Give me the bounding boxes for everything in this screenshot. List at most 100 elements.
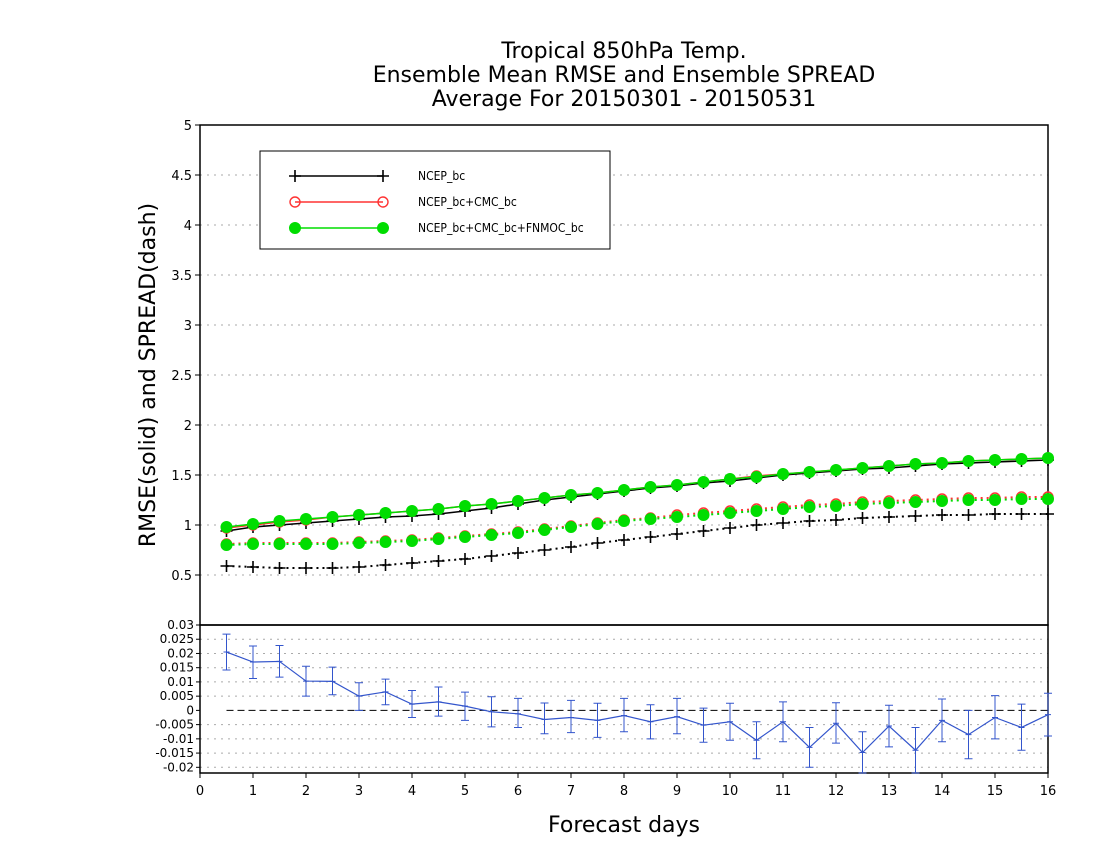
x-tick-label: 12 (828, 784, 845, 799)
x-tick-label: 11 (775, 784, 792, 799)
spread-point-ncep-bc-cmc-bc-fnmoc-bc (538, 524, 551, 536)
spread-point-ncep-bc-cmc-bc-fnmoc-bc (644, 513, 657, 525)
x-tick-label: 7 (567, 784, 575, 799)
rmse-point-ncep-bc-cmc-bc-fnmoc-bc (830, 464, 842, 476)
spread-point-ncep-bc-cmc-bc-fnmoc-bc (247, 538, 259, 550)
spread-point-ncep-bc-cmc-bc-fnmoc-bc (300, 538, 312, 550)
spread-point-ncep-bc-cmc-bc-fnmoc-bc (406, 535, 418, 547)
rmse-point-ncep-bc-cmc-bc-fnmoc-bc (247, 518, 259, 530)
diff-point (965, 731, 972, 738)
rmse-point-ncep-bc-cmc-bc-fnmoc-bc (432, 503, 445, 515)
spread-point-ncep-bc (830, 514, 842, 526)
rmse-point-ncep-bc-cmc-bc-fnmoc-bc (1015, 453, 1028, 465)
spread-point-ncep-bc (459, 553, 471, 565)
diff-point (992, 714, 998, 721)
rmse-point-ncep-bc-cmc-bc-fnmoc-bc (512, 495, 524, 507)
spread-point-ncep-bc-cmc-bc-fnmoc-bc (671, 511, 683, 523)
rmse-line-ncep-bc (226, 459, 1049, 532)
diff-point (488, 708, 495, 715)
x-tick-label: 8 (620, 784, 628, 799)
spread-point-ncep-bc-cmc-bc-fnmoc-bc (459, 531, 471, 543)
chart-title-group: Tropical 850hPa Temp.Ensemble Mean RMSE … (373, 39, 876, 112)
x-tick-label: 1 (249, 784, 257, 799)
legend-label-ncep-bc-cmc-bc: NCEP_bc+CMC_bc (418, 195, 517, 209)
diff-point (541, 716, 548, 723)
spread-line-ncep-bc (226, 513, 1048, 569)
spread-point-ncep-bc-cmc-bc-fnmoc-bc (724, 507, 736, 519)
legend-marker-ncep-bc-cmc-bc-fnmoc-bc (377, 222, 389, 234)
spread-point-ncep-bc-cmc-bc-fnmoc-bc (485, 529, 498, 541)
diff-point (939, 717, 945, 724)
spread-point-ncep-bc-cmc-bc-fnmoc-bc (1042, 493, 1054, 505)
rmse-point-ncep-bc-cmc-bc-fnmoc-bc (777, 468, 789, 480)
diff-y-tick-label: -0.005 (155, 718, 194, 732)
rmse-point-ncep-bc-cmc-bc-fnmoc-bc (591, 487, 604, 499)
x-tick-label: 5 (461, 784, 469, 799)
spread-point-ncep-bc (512, 547, 524, 559)
legend-marker-ncep-bc-cmc-bc (289, 196, 301, 208)
spread-point-ncep-bc (565, 541, 577, 553)
rmse-line-ncep-bc-cmc-bc (226, 457, 1049, 529)
diff-point (435, 698, 442, 705)
y-tick-label: 2.5 (171, 369, 192, 384)
y-tick-label: 0.5 (171, 569, 192, 584)
spread-point-ncep-bc-cmc-bc-fnmoc-bc (379, 536, 392, 548)
x-tick-label: 4 (408, 784, 416, 799)
spread-point-ncep-bc-cmc-bc-fnmoc-bc (777, 503, 789, 515)
spread-point-ncep-bc (406, 557, 418, 569)
rmse-point-ncep-bc-cmc-bc-fnmoc-bc (909, 458, 922, 470)
diff-point (594, 717, 601, 724)
spread-point-ncep-bc-cmc-bc-fnmoc-bc (989, 494, 1001, 506)
legend-label-ncep-bc-cmc-bc-fnmoc-bc: NCEP_bc+CMC_bc+FNMOC_bc (418, 221, 584, 235)
rmse-point-ncep-bc-cmc-bc-fnmoc-bc (406, 505, 418, 517)
legend: NCEP_bc NCEP_bc+CMC_bc NCEP_bc+CMC_bc+FNMO… (259, 150, 611, 250)
x-tick-label: 14 (934, 784, 951, 799)
diff-point (727, 718, 733, 725)
rmse-point-ncep-bc-cmc-bc-fnmoc-bc (644, 481, 657, 493)
rmse-point-ncep-bc-cmc-bc-fnmoc-bc (326, 511, 339, 523)
diff-point (806, 744, 813, 751)
rmse-point-ncep-bc-cmc-bc-fnmoc-bc (989, 454, 1001, 466)
spread-point-ncep-bc (697, 525, 710, 537)
rmse-point-ncep-bc-cmc-bc-fnmoc-bc (379, 507, 392, 519)
x-tick-label: 0 (196, 784, 204, 799)
spread-point-ncep-bc (1015, 508, 1028, 520)
spread-point-ncep-bc-cmc-bc-fnmoc-bc (830, 500, 842, 512)
spread-point-ncep-bc-cmc-bc-fnmoc-bc (353, 537, 365, 549)
y-tick-label: 1.5 (171, 469, 192, 484)
spread-point-ncep-bc (353, 561, 365, 573)
legend-marker-ncep-bc (377, 170, 389, 182)
rmse-point-ncep-bc-cmc-bc-fnmoc-bc (697, 476, 710, 488)
diff-point (780, 718, 786, 725)
diff-y-tick-label: 0.005 (160, 689, 194, 703)
spread-point-ncep-bc-cmc-bc-fnmoc-bc (618, 515, 630, 527)
spread-point-ncep-bc-cmc-bc-fnmoc-bc (565, 521, 577, 533)
diff-point (886, 723, 892, 730)
difference-panel: -0.02-0.015-0.01-0.00500.0050.010.0150.0… (155, 618, 1052, 774)
x-tick-label: 16 (1040, 784, 1057, 799)
y-tick-label: 2 (184, 419, 192, 434)
rmse-point-ncep-bc-cmc-bc-fnmoc-bc (273, 515, 286, 527)
diff-point (409, 701, 415, 708)
spread-point-ncep-bc (883, 511, 895, 523)
spread-point-ncep-bc (750, 519, 763, 531)
spread-point-ncep-bc (538, 544, 551, 556)
rmse-point-ncep-bc-cmc-bc-fnmoc-bc (220, 521, 233, 533)
legend-box (259, 150, 611, 250)
spread-point-ncep-bc-cmc-bc-fnmoc-bc (1015, 493, 1028, 505)
spread-point-ncep-bc-cmc-bc-fnmoc-bc (909, 496, 922, 508)
diff-y-tick-label: -0.02 (163, 760, 194, 774)
diff-point (621, 712, 627, 719)
chart-title-line: Average For 20150301 - 20150531 (432, 87, 817, 112)
rmse-spread-panel: 0.5 1 1.5 2 2.5 3 3.5 4 4.5 5 RMSE(solid) and SPRE… (136, 119, 1054, 626)
diff-point (912, 747, 919, 754)
diff-point (515, 710, 521, 717)
spread-point-ncep-bc (989, 508, 1001, 520)
spread-point-ncep-bc (247, 561, 259, 573)
diff-point (250, 659, 256, 665)
rmse-point-ncep-bc-cmc-bc-fnmoc-bc (485, 498, 498, 510)
diff-point (462, 703, 468, 710)
x-tick-label: 2 (302, 784, 310, 799)
